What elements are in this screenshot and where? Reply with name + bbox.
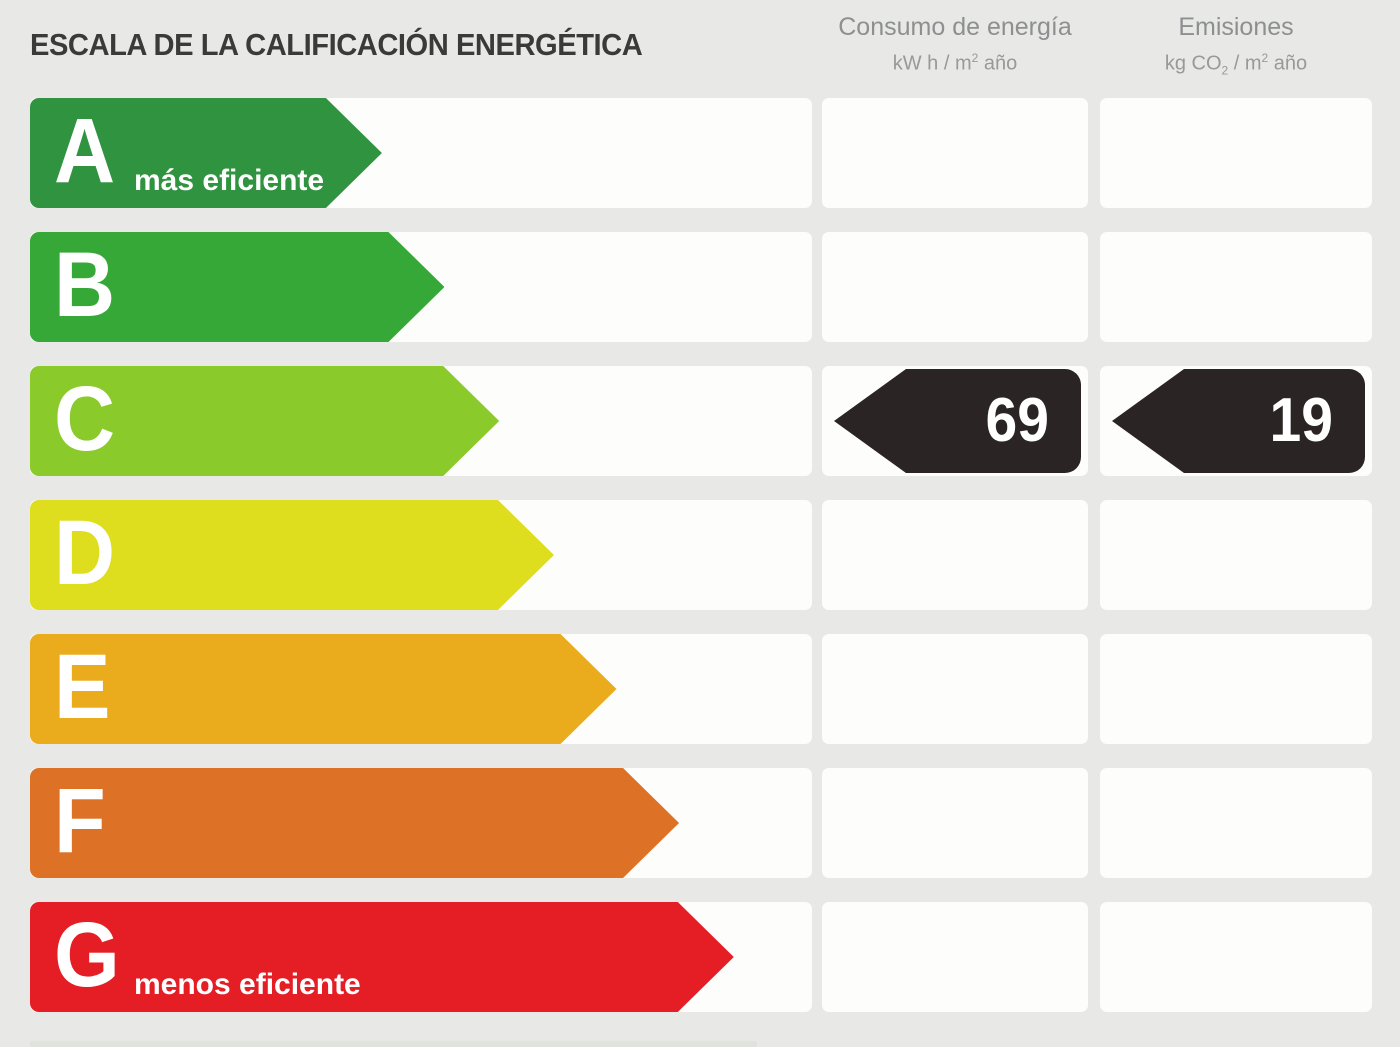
rating-bar-f: F (30, 768, 679, 878)
rating-track-g: G menos eficiente (30, 902, 812, 1012)
consumption-cell-g (822, 902, 1088, 1012)
consumption-value-badge: 69 (834, 369, 1081, 473)
rating-bar-c: C (30, 366, 499, 476)
consumption-unit-text: kW h / m (892, 52, 972, 75)
consumption-header-label: Consumo de energía (838, 13, 1072, 41)
emissions-column-header: Emisiones kg CO2 / m2 año (1100, 13, 1372, 78)
consumption-unit-text-2: año (978, 52, 1018, 75)
rating-letter-f: F (54, 770, 106, 873)
emissions-cell-b (1100, 232, 1372, 342)
rating-bar-g: G menos eficiente (30, 902, 734, 1012)
rating-letter-d: D (54, 502, 116, 605)
rating-letter-g: G (54, 904, 120, 1007)
rating-scale: A más eficiente B C 69 19 (30, 98, 1372, 1012)
rating-track-a: A más eficiente (30, 98, 812, 208)
rating-row-e: E (30, 634, 1372, 744)
rating-track-d: D (30, 500, 812, 610)
consumption-header-unit: kW h / m2 año (812, 51, 1098, 76)
emissions-value: 19 (1269, 386, 1333, 455)
consumption-cell-c: 69 (822, 366, 1088, 476)
consumption-value: 69 (985, 386, 1049, 455)
emissions-header-label: Emisiones (1178, 13, 1294, 41)
consumption-cell-e (822, 634, 1088, 744)
page-title: ESCALA DE LA CALIFICACIÓN ENERGÉTICA (30, 27, 643, 62)
bottom-cropped-element-edge (30, 1041, 757, 1047)
consumption-cell-b (822, 232, 1088, 342)
rating-row-b: B (30, 232, 1372, 342)
rating-row-d: D (30, 500, 1372, 610)
consumption-unit-sup: 2 (971, 50, 979, 65)
rating-letter-e: E (54, 636, 111, 739)
emissions-cell-a (1100, 98, 1372, 208)
rating-bar-b: B (30, 232, 444, 342)
consumption-cell-f (822, 768, 1088, 878)
emissions-cell-d (1100, 500, 1372, 610)
emissions-value-badge: 19 (1112, 369, 1365, 473)
emissions-unit-text: kg CO (1164, 52, 1222, 75)
rating-row-a: A más eficiente (30, 98, 1372, 208)
consumption-cell-a (822, 98, 1088, 208)
rating-row-g: G menos eficiente (30, 902, 1372, 1012)
consumption-cell-d (822, 500, 1088, 610)
emissions-unit-text-2: / m (1228, 52, 1262, 75)
emissions-cell-e (1100, 634, 1372, 744)
rating-bar-e: E (30, 634, 617, 744)
emissions-cell-g (1100, 902, 1372, 1012)
emissions-cell-f (1100, 768, 1372, 878)
emissions-header-unit: kg CO2 / m2 año (1100, 51, 1372, 78)
emissions-unit-sub: 2 (1221, 63, 1229, 78)
rating-track-f: F (30, 768, 812, 878)
emissions-cell-c: 19 (1100, 366, 1372, 476)
rating-note-g: menos eficiente (134, 968, 361, 1001)
rating-note-a: más eficiente (134, 164, 325, 197)
rating-letter-c: C (54, 368, 116, 471)
rating-track-b: B (30, 232, 812, 342)
rating-track-c: C (30, 366, 812, 476)
rating-row-f: F (30, 768, 1372, 878)
rating-row-c: C 69 19 (30, 366, 1372, 476)
emissions-unit-text-3: año (1268, 52, 1308, 75)
consumption-column-header: Consumo de energía kW h / m2 año (812, 13, 1098, 76)
rating-track-e: E (30, 634, 812, 744)
rating-letter-a: A (54, 100, 116, 203)
rating-letter-b: B (54, 234, 116, 337)
emissions-unit-sup: 2 (1261, 50, 1269, 65)
rating-bar-d: D (30, 500, 554, 610)
rating-bar-a: A más eficiente (30, 98, 382, 208)
